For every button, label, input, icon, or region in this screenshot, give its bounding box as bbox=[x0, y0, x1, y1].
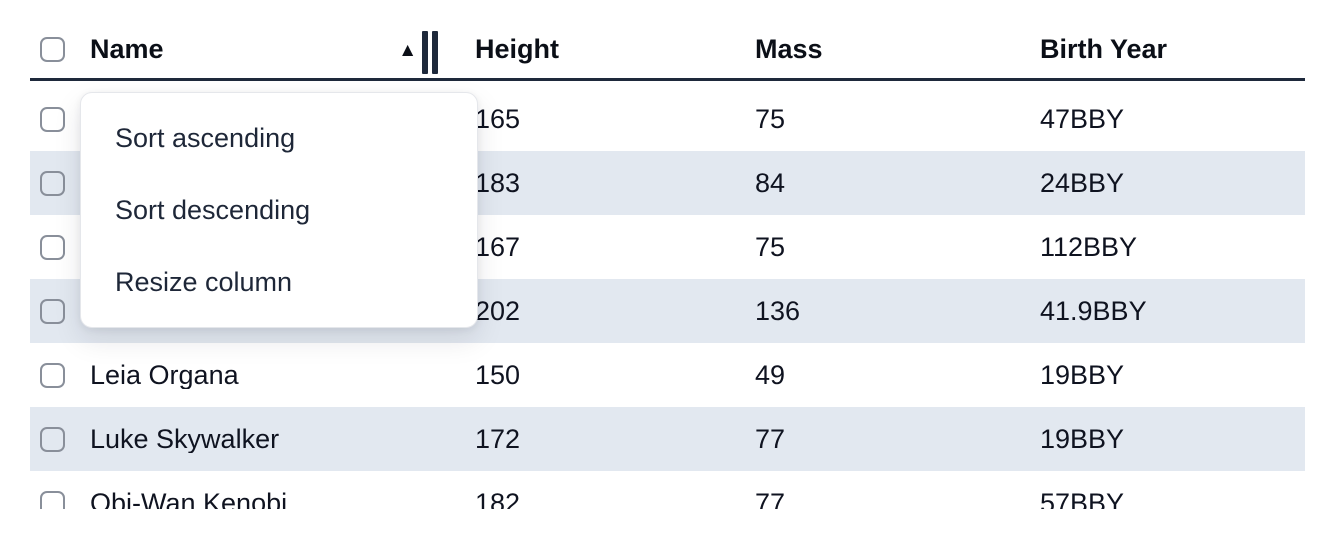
cell-height: 167 bbox=[475, 233, 521, 261]
cell-height: 150 bbox=[475, 361, 521, 389]
menu-item-sort-descending[interactable]: Sort descending bbox=[115, 194, 311, 225]
row-checkbox[interactable] bbox=[40, 490, 65, 509]
cell-name: Leia Organa bbox=[90, 361, 239, 389]
table-row: Obi-Wan Kenobi 182 77 57BBY bbox=[30, 471, 1305, 509]
column-resize-handle[interactable] bbox=[422, 31, 438, 74]
select-all-cell bbox=[30, 36, 80, 62]
menu-item-resize-column[interactable]: Resize column bbox=[115, 266, 293, 297]
sort-ascending-icon: ▲ bbox=[398, 39, 417, 61]
resize-handle-bar bbox=[422, 31, 428, 74]
cell-birth-year: 112BBY bbox=[1040, 233, 1138, 261]
table-row: Leia Organa 150 49 19BBY bbox=[30, 343, 1305, 407]
cell-mass: 75 bbox=[755, 233, 786, 261]
row-checkbox[interactable] bbox=[40, 234, 65, 260]
table-body: 165 75 47BBY 183 84 24BBY 167 75 112BBY bbox=[30, 87, 1305, 509]
column-header-height[interactable]: Height bbox=[475, 33, 559, 64]
cell-name: Luke Skywalker bbox=[90, 425, 280, 453]
cell-birth-year: 47BBY bbox=[1040, 105, 1125, 133]
cell-mass: 49 bbox=[755, 361, 786, 389]
resize-handle-bar bbox=[432, 31, 438, 74]
cell-mass: 84 bbox=[755, 169, 786, 197]
cell-height: 172 bbox=[475, 425, 521, 453]
column-header-birth-year[interactable]: Birth Year bbox=[1040, 33, 1168, 64]
table-row: Luke Skywalker 172 77 19BBY bbox=[30, 407, 1305, 471]
row-checkbox[interactable] bbox=[40, 170, 65, 196]
cell-birth-year: 24BBY bbox=[1040, 169, 1125, 197]
cell-birth-year: 19BBY bbox=[1040, 361, 1125, 389]
cell-mass: 77 bbox=[755, 425, 786, 453]
row-checkbox[interactable] bbox=[40, 362, 65, 388]
row-checkbox[interactable] bbox=[40, 298, 65, 324]
table-header-row: Name ▲ Height Mass Birth Year bbox=[30, 20, 1305, 81]
cell-birth-year: 57BBY bbox=[1040, 489, 1125, 510]
cell-name: Obi-Wan Kenobi bbox=[90, 489, 288, 510]
column-header-name-label: Name bbox=[90, 33, 164, 64]
cell-mass: 77 bbox=[755, 489, 786, 510]
row-checkbox[interactable] bbox=[40, 426, 65, 452]
cell-birth-year: 19BBY bbox=[1040, 425, 1125, 453]
column-context-menu: Sort ascending Sort descending Resize co… bbox=[80, 92, 478, 328]
cell-height: 182 bbox=[475, 489, 521, 510]
characters-table: Name ▲ Height Mass Birth Year 165 75 47B… bbox=[30, 20, 1305, 509]
cell-mass: 75 bbox=[755, 105, 786, 133]
select-all-checkbox[interactable] bbox=[40, 36, 65, 62]
column-header-mass[interactable]: Mass bbox=[755, 33, 823, 64]
row-checkbox[interactable] bbox=[40, 106, 65, 132]
cell-height: 183 bbox=[475, 169, 521, 197]
menu-item-sort-ascending[interactable]: Sort ascending bbox=[115, 122, 296, 153]
cell-height: 202 bbox=[475, 297, 521, 325]
column-header-name[interactable]: Name ▲ bbox=[80, 33, 445, 64]
cell-mass: 136 bbox=[755, 297, 801, 325]
cell-birth-year: 41.9BBY bbox=[1040, 297, 1147, 325]
cell-height: 165 bbox=[475, 105, 521, 133]
